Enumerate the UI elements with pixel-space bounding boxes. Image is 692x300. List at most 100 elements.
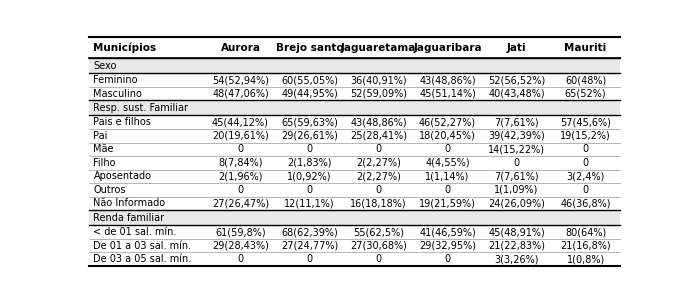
Text: 0: 0	[583, 185, 589, 195]
Bar	[89, 156, 620, 169]
Bar	[89, 129, 620, 142]
Text: Jaguaribara: Jaguaribara	[413, 43, 482, 52]
Bar	[89, 239, 620, 252]
Text: 27(30,68%): 27(30,68%)	[350, 241, 407, 250]
Text: 25(28,41%): 25(28,41%)	[350, 131, 407, 141]
Text: 41(46,59%): 41(46,59%)	[419, 227, 476, 237]
Text: 40(43,48%): 40(43,48%)	[489, 88, 545, 99]
Bar	[89, 100, 620, 116]
Text: Pais e filhos: Pais e filhos	[93, 117, 152, 127]
Text: De 03 a 05 sal. mín.: De 03 a 05 sal. mín.	[93, 254, 192, 264]
Text: 1(1,14%): 1(1,14%)	[426, 171, 470, 181]
Text: 24(26,09%): 24(26,09%)	[488, 198, 545, 208]
Text: 36(40,91%): 36(40,91%)	[350, 75, 407, 85]
Text: 65(59,63%): 65(59,63%)	[281, 117, 338, 127]
Text: 27(26,47%): 27(26,47%)	[212, 198, 269, 208]
Text: 46(52,27%): 46(52,27%)	[419, 117, 476, 127]
Text: Filho: Filho	[93, 158, 116, 168]
Bar	[89, 116, 620, 129]
Text: 8(7,84%): 8(7,84%)	[218, 158, 263, 168]
Bar	[89, 225, 620, 239]
Text: Não Informado: Não Informado	[93, 198, 165, 208]
Text: 54(52,94%): 54(52,94%)	[212, 75, 269, 85]
Text: 3(2,4%): 3(2,4%)	[567, 171, 605, 181]
Text: 12(11,1%): 12(11,1%)	[284, 198, 335, 208]
Text: Municípios: Municípios	[93, 42, 156, 53]
Text: 0: 0	[444, 185, 450, 195]
Text: 52(56,52%): 52(56,52%)	[488, 75, 545, 85]
Text: 0: 0	[307, 185, 313, 195]
Text: 7(7,61%): 7(7,61%)	[494, 117, 539, 127]
Text: 21(22,83%): 21(22,83%)	[488, 241, 545, 250]
Text: 65(52%): 65(52%)	[565, 88, 606, 99]
Text: 2(1,96%): 2(1,96%)	[218, 171, 263, 181]
Text: 0: 0	[307, 254, 313, 264]
Text: 2(2,27%): 2(2,27%)	[356, 171, 401, 181]
Text: 0: 0	[237, 185, 244, 195]
Text: 2(1,83%): 2(1,83%)	[287, 158, 331, 168]
Text: 0: 0	[444, 254, 450, 264]
Text: 60(55,05%): 60(55,05%)	[281, 75, 338, 85]
Text: 46(36,8%): 46(36,8%)	[561, 198, 611, 208]
Text: Sexo: Sexo	[93, 61, 117, 71]
Text: Brejo santo: Brejo santo	[275, 43, 343, 52]
Bar	[89, 58, 620, 73]
Text: 19(21,59%): 19(21,59%)	[419, 198, 476, 208]
Text: 0: 0	[513, 158, 520, 168]
Text: 0: 0	[583, 158, 589, 168]
Bar	[89, 87, 620, 100]
Bar	[89, 196, 620, 210]
Text: 0: 0	[237, 144, 244, 154]
Text: 49(44,95%): 49(44,95%)	[281, 88, 338, 99]
Text: Aposentado: Aposentado	[93, 171, 152, 181]
Text: 18(20,45%): 18(20,45%)	[419, 131, 476, 141]
Text: 0: 0	[376, 254, 381, 264]
Text: 19(15,2%): 19(15,2%)	[561, 131, 611, 141]
Bar	[89, 169, 620, 183]
Text: 29(32,95%): 29(32,95%)	[419, 241, 476, 250]
Text: 57(45,6%): 57(45,6%)	[560, 117, 611, 127]
Text: Renda familiar: Renda familiar	[93, 213, 165, 223]
Text: 0: 0	[237, 254, 244, 264]
Text: 45(48,91%): 45(48,91%)	[489, 227, 545, 237]
Text: 14(15,22%): 14(15,22%)	[488, 144, 545, 154]
Text: Jati: Jati	[507, 43, 527, 52]
Text: Jaguaretama: Jaguaretama	[341, 43, 416, 52]
Text: Mãe: Mãe	[93, 144, 114, 154]
Bar	[89, 252, 620, 266]
Text: 2(2,27%): 2(2,27%)	[356, 158, 401, 168]
Text: Pai: Pai	[93, 131, 108, 141]
Text: 16(18,18%): 16(18,18%)	[350, 198, 407, 208]
Bar	[89, 73, 620, 87]
Text: 80(64%): 80(64%)	[565, 227, 606, 237]
Bar	[89, 183, 620, 196]
Text: 0: 0	[583, 144, 589, 154]
Text: 4(4,55%): 4(4,55%)	[426, 158, 470, 168]
Text: Aurora: Aurora	[221, 43, 260, 52]
Text: De 01 a 03 sal. mín.: De 01 a 03 sal. mín.	[93, 241, 192, 250]
Text: 55(62,5%): 55(62,5%)	[353, 227, 404, 237]
Text: 43(48,86%): 43(48,86%)	[419, 75, 476, 85]
Text: 0: 0	[307, 144, 313, 154]
Bar	[89, 142, 620, 156]
Text: Feminino: Feminino	[93, 75, 138, 85]
Text: 60(48%): 60(48%)	[565, 75, 606, 85]
Text: 61(59,8%): 61(59,8%)	[215, 227, 266, 237]
Text: 52(59,09%): 52(59,09%)	[350, 88, 407, 99]
Text: 0: 0	[444, 144, 450, 154]
Text: < de 01 sal. mín.: < de 01 sal. mín.	[93, 227, 177, 237]
Text: 0: 0	[376, 144, 381, 154]
Text: 45(44,12%): 45(44,12%)	[212, 117, 269, 127]
Bar	[89, 210, 620, 225]
Text: 0: 0	[376, 185, 381, 195]
Text: 29(28,43%): 29(28,43%)	[212, 241, 269, 250]
Text: 1(0,92%): 1(0,92%)	[287, 171, 331, 181]
Text: 39(42,39%): 39(42,39%)	[489, 131, 545, 141]
Text: 43(48,86%): 43(48,86%)	[350, 117, 407, 127]
Text: 27(24,77%): 27(24,77%)	[281, 241, 338, 250]
Text: Masculino: Masculino	[93, 88, 143, 99]
Text: 20(19,61%): 20(19,61%)	[212, 131, 269, 141]
Text: 48(47,06%): 48(47,06%)	[212, 88, 269, 99]
Text: 45(51,14%): 45(51,14%)	[419, 88, 476, 99]
Text: Outros: Outros	[93, 185, 126, 195]
